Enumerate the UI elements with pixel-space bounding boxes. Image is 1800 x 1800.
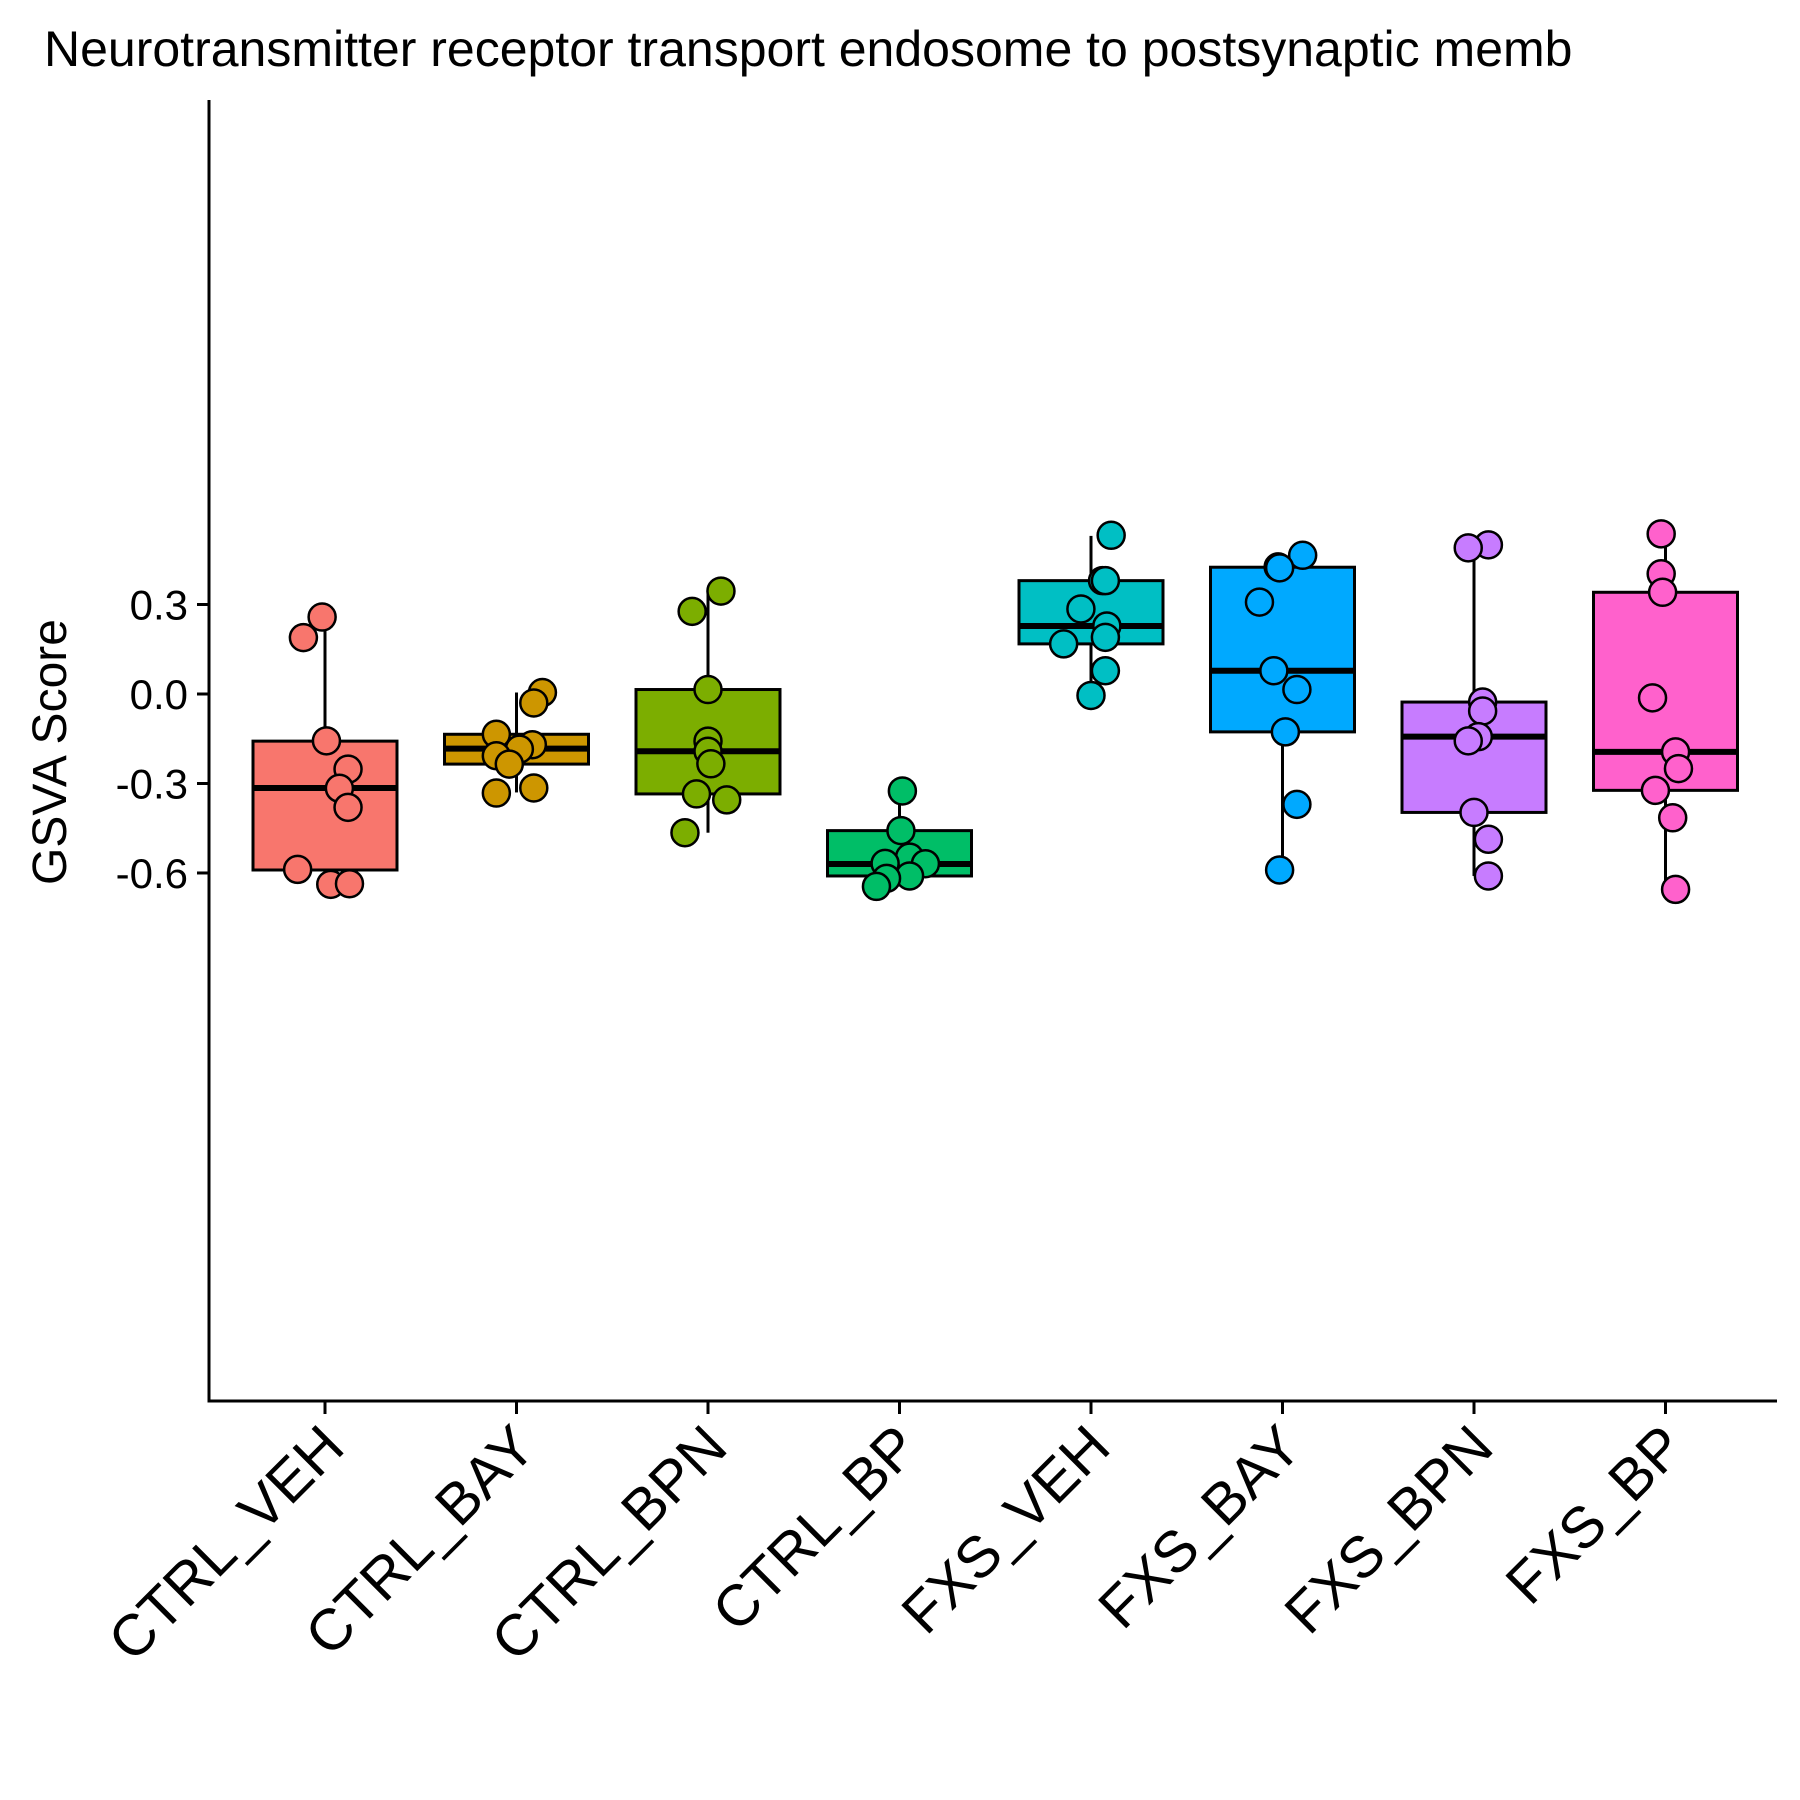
data-point-fxs-bay: [1259, 655, 1289, 686]
y-tick-label: 0.0: [130, 671, 188, 718]
data-point-fxs-bay: [1264, 855, 1295, 885]
data-point-ctrl-bay: [519, 773, 549, 803]
x-tick-label: FXS_BPN: [1272, 1413, 1505, 1646]
data-point-fxs-veh: [1076, 680, 1106, 711]
data-point-fxs-veh: [1090, 565, 1121, 596]
data-point-fxs-bay: [1282, 674, 1312, 705]
data-point-fxs-bpn: [1453, 726, 1483, 756]
data-point-fxs-veh: [1048, 629, 1079, 659]
data-point-fxs-bpn: [1467, 696, 1498, 726]
x-axis-ticks: CTRL_VEHCTRL_BAYCTRL_BPNCTRL_BPFXS_VEHFX…: [96, 1401, 1697, 1673]
data-point-ctrl-bpn: [696, 749, 726, 779]
data-point-ctrl-bp: [886, 815, 916, 846]
box-ctrl-veh: [251, 739, 399, 872]
y-tick-label: 0.3: [130, 582, 188, 629]
data-point-fxs-bp: [1660, 874, 1691, 905]
data-point-fxs-bp: [1663, 753, 1694, 784]
data-point-ctrl-bay: [481, 778, 512, 808]
y-axis-ticks: 0.3 0.0 -0.3 -0.6: [116, 582, 209, 897]
data-point-fxs-bp: [1640, 775, 1671, 806]
data-point-ctrl-veh: [288, 622, 319, 653]
data-point-ctrl-veh: [311, 726, 342, 756]
data-point-fxs-bp: [1657, 803, 1688, 833]
data-point-fxs-bpn: [1453, 533, 1483, 563]
box-fxs-bay: [1209, 565, 1356, 734]
data-point-ctrl-veh: [333, 792, 363, 823]
y-tick-label: -0.6: [116, 850, 188, 897]
data-point-ctrl-bpn: [706, 576, 736, 606]
data-point-ctrl-bpn: [677, 596, 707, 627]
x-tick-label: FXS_BP: [1493, 1413, 1696, 1616]
data-point-fxs-veh: [1090, 622, 1121, 653]
point-layer: [282, 519, 1694, 905]
data-point-ctrl-bay: [494, 749, 525, 779]
data-point-ctrl-veh: [282, 854, 313, 885]
data-point-ctrl-bpn: [670, 817, 700, 848]
data-point-ctrl-bp: [887, 776, 918, 806]
data-point-fxs-veh: [1090, 655, 1121, 686]
data-point-ctrl-bpn: [693, 674, 723, 705]
box-layer: [251, 534, 1739, 890]
x-tick-label: FXS_VEH: [889, 1413, 1122, 1646]
data-point-fxs-bp: [1646, 519, 1676, 549]
chart-title: Neurotransmitter receptor transport endo…: [44, 21, 1572, 77]
data-point-fxs-bp: [1637, 683, 1668, 713]
data-point-fxs-veh: [1096, 520, 1126, 551]
data-point-fxs-bay: [1287, 540, 1318, 571]
data-point-fxs-bpn: [1473, 824, 1504, 855]
data-point-ctrl-veh: [334, 868, 365, 899]
data-point-fxs-bpn: [1459, 797, 1489, 828]
data-point-ctrl-bp: [861, 871, 892, 902]
y-axis-label: GSVA Score: [24, 619, 77, 885]
data-point-fxs-bay: [1270, 717, 1301, 747]
y-tick-label: -0.3: [116, 760, 188, 807]
data-point-fxs-bay: [1244, 587, 1275, 617]
data-point-ctrl-bay: [519, 688, 549, 718]
data-point-fxs-bp: [1647, 577, 1678, 608]
data-point-fxs-bay: [1282, 789, 1312, 820]
data-point-fxs-bpn: [1473, 861, 1504, 891]
data-point-ctrl-bpn: [711, 785, 742, 815]
box-fxs-bpn: [1400, 700, 1548, 814]
data-point-ctrl-veh: [307, 602, 337, 632]
data-point-ctrl-bpn: [681, 779, 712, 809]
x-tick-label: CTRL_BP: [700, 1413, 931, 1644]
data-point-fxs-veh: [1066, 594, 1096, 624]
data-point-fxs-bay: [1264, 553, 1295, 583]
